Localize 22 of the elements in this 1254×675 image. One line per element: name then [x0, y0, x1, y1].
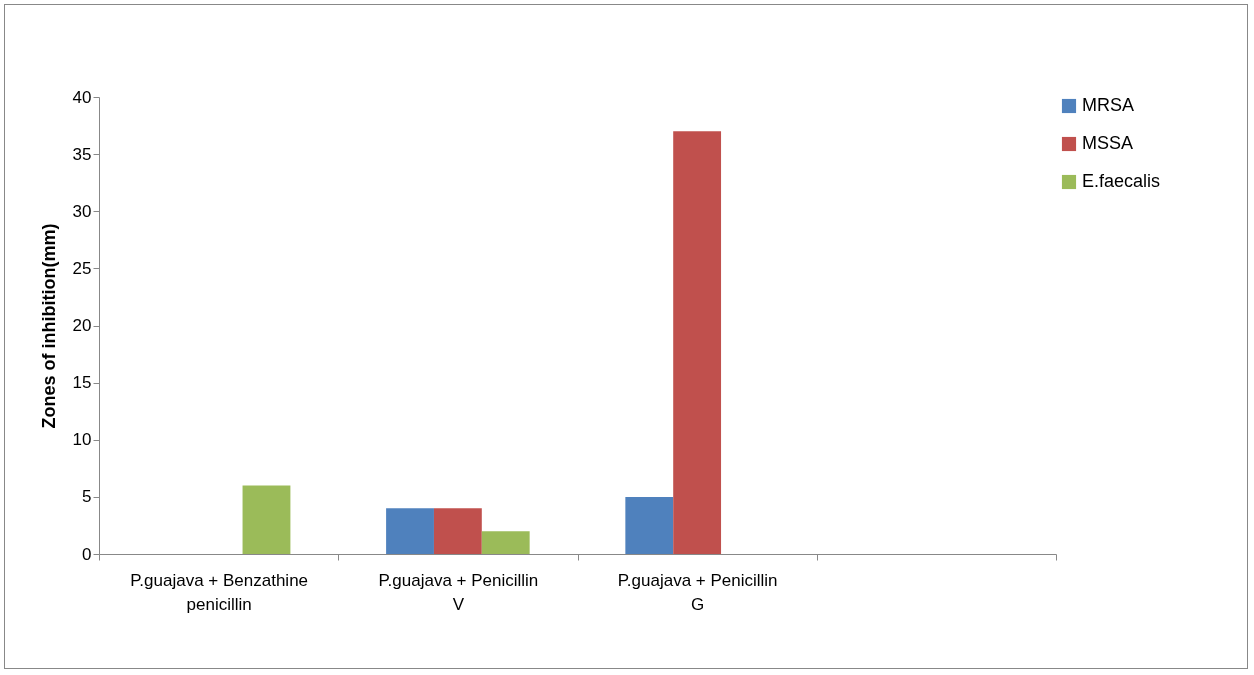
bar	[673, 131, 722, 554]
legend-label: E.faecalis	[1082, 171, 1161, 191]
y-tick-label: 0	[82, 544, 92, 564]
x-tick-label: P.guajava + Penicillin G	[617, 570, 778, 614]
y-tick-label: 40	[72, 87, 92, 107]
y-tick-label: 10	[72, 430, 92, 450]
bar	[386, 508, 434, 554]
y-tick-label: 15	[72, 373, 92, 393]
x-tick-label: P.guajava + Benzathine penicillin	[130, 570, 309, 614]
y-axis-title: Zones of inhibition(mm)	[38, 223, 59, 429]
y-tick-label: 30	[72, 201, 92, 221]
bar	[625, 496, 674, 554]
bar	[433, 508, 482, 554]
legend-label: MSSA	[1082, 133, 1134, 153]
bar	[481, 531, 530, 554]
y-tick-label: 5	[82, 487, 92, 507]
legend-label: MRSA	[1082, 95, 1135, 115]
x-tick-label: P.guajava + Penicillin V	[378, 570, 539, 614]
y-tick-label: 25	[72, 258, 92, 278]
bar	[242, 485, 291, 554]
y-tick-label: 20	[72, 316, 92, 335]
y-tick-label: 35	[72, 144, 92, 164]
